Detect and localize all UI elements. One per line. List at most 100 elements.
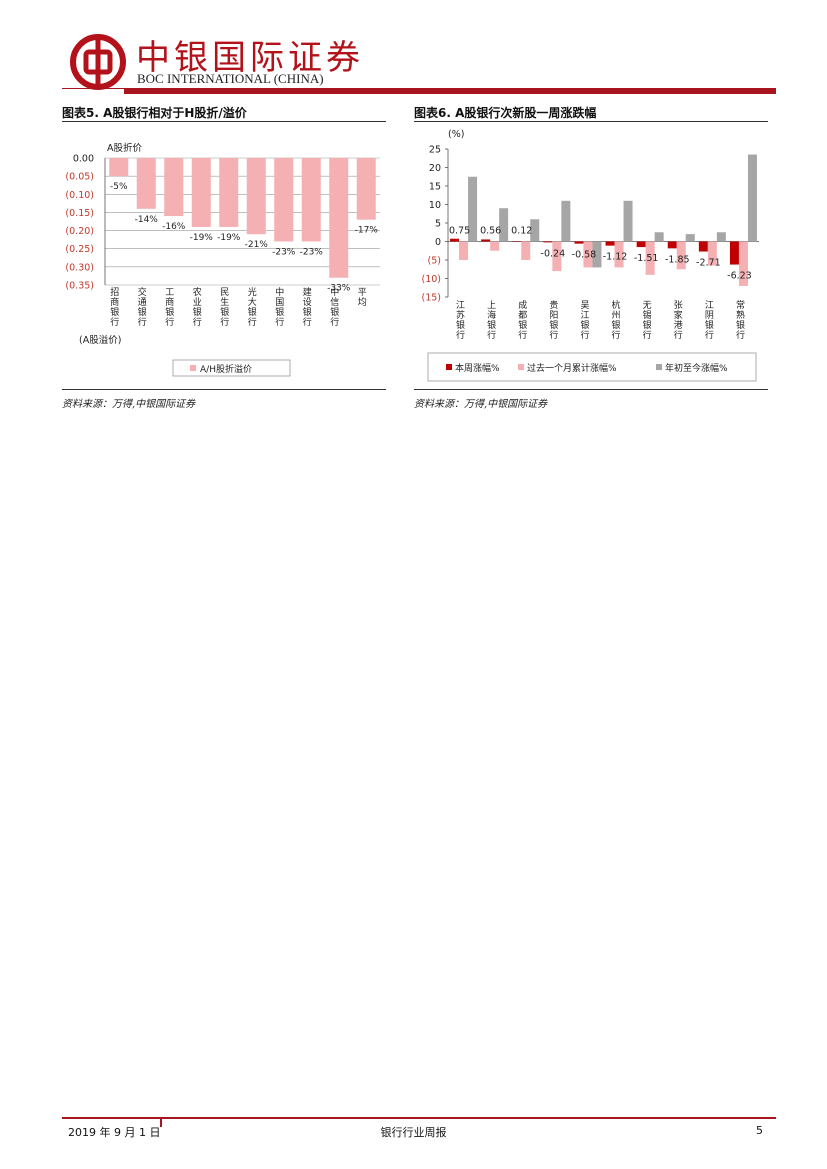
figure6-ytick-label: 25 bbox=[429, 145, 441, 156]
figure6-chart: (%) 25 20 15 10 5 0 (5) (10) (15) 0.75 江苏银行 0.56 上海银… bbox=[421, 129, 759, 382]
figure5-legend bbox=[172, 359, 291, 377]
figure6-bar bbox=[636, 241, 646, 248]
figure6-bar bbox=[654, 232, 664, 242]
figure6-bar bbox=[729, 241, 739, 265]
footer-page-number: 5 bbox=[756, 1124, 763, 1137]
figure5-data-label: -14% bbox=[135, 215, 159, 225]
figure6-category-label: 杭州银行 bbox=[612, 299, 621, 341]
figure6-category-label: 无锡银行 bbox=[643, 300, 652, 341]
figure5-bar bbox=[164, 158, 184, 217]
figure6-ytick-label: (5) bbox=[428, 256, 441, 267]
figure5-category-label: 农业银行 bbox=[193, 286, 202, 328]
figure6-bar bbox=[667, 241, 677, 249]
figure5-category-label: 民生银行 bbox=[220, 287, 229, 328]
figure6-category-label: 贵阳银行 bbox=[549, 299, 558, 341]
figure5-data-label: -5% bbox=[110, 182, 128, 192]
figure6-bar bbox=[676, 241, 686, 270]
figure6-category-label: 张家港行 bbox=[674, 300, 683, 341]
figure6-data-label: -0.58 bbox=[572, 250, 597, 261]
figure6-y-unit: (%) bbox=[448, 129, 464, 140]
figure5-panel: A股折价 (A股溢价) A/H股折溢价 0.00 (0.05) (0.10) (0.1… bbox=[62, 121, 386, 390]
figure5-bar bbox=[329, 158, 349, 278]
figure5-category-label: 招商银行 bbox=[110, 286, 119, 328]
figure5-category-label: 交通银行 bbox=[138, 286, 147, 328]
figure5-bar bbox=[246, 158, 266, 235]
footer-report-name: 银行行业周报 bbox=[380, 1126, 447, 1139]
figure6-bar bbox=[707, 241, 717, 266]
figure6-data-label: -1.51 bbox=[634, 253, 659, 264]
figure5-ytick-label: (0.25) bbox=[65, 244, 94, 255]
figure6-legend-label: 本周涨幅% bbox=[455, 362, 500, 374]
figure5-ytick-label: 0.00 bbox=[73, 154, 94, 165]
figure5-bar bbox=[136, 158, 156, 209]
figure6-legend-label: 年初至今涨幅% bbox=[665, 362, 728, 374]
figure5-bar bbox=[219, 158, 239, 227]
figure5-y-caption-bottom: (A股溢价) bbox=[79, 334, 121, 346]
figure5-ytick-label: (0.20) bbox=[65, 226, 94, 237]
footer-date: 2019 年 9 月 1 日 bbox=[68, 1126, 161, 1139]
figure6-bar bbox=[459, 241, 469, 260]
figure6-title: 图表6. A股银行次新股一周涨跌幅 bbox=[414, 106, 597, 120]
figure5-data-label: -33% bbox=[327, 284, 351, 294]
figure6-bar bbox=[521, 241, 531, 260]
boc-logo-icon bbox=[70, 34, 126, 90]
figure6-ytick-label: 20 bbox=[429, 163, 441, 174]
figure6-category-label: 常熟银行 bbox=[736, 299, 745, 341]
figure5-bar bbox=[274, 158, 294, 242]
figure5-category-label: 工商银行 bbox=[165, 288, 174, 328]
figure5-data-label: -21% bbox=[245, 240, 269, 250]
figure6-ytick-label: (15) bbox=[421, 293, 441, 304]
brand-name-cn: 中银国际证券 bbox=[136, 38, 364, 78]
figure6-bar bbox=[738, 241, 748, 286]
header-divider bbox=[124, 88, 776, 94]
figure5-bar bbox=[356, 158, 376, 220]
figure5-category-label: 光大银行 bbox=[248, 286, 257, 328]
figure5-category-label: 中信银行 bbox=[330, 286, 339, 328]
figure6-bar bbox=[481, 239, 491, 242]
figure6-bar bbox=[499, 208, 509, 242]
figure6-bar bbox=[614, 241, 624, 268]
figure5-category-label: 中国银行 bbox=[275, 286, 284, 328]
figure6-data-label: -1.12 bbox=[603, 252, 628, 263]
figure6-bar bbox=[716, 232, 726, 242]
footer-divider bbox=[62, 1117, 776, 1119]
figure6-data-label: -1.85 bbox=[665, 254, 690, 265]
figure6-bar bbox=[645, 241, 655, 275]
figure6-legend-swatch bbox=[656, 364, 662, 370]
figure6-data-label: -0.24 bbox=[541, 248, 566, 259]
figure6-bar bbox=[530, 219, 540, 242]
figure6-category-label: 江苏银行 bbox=[456, 300, 465, 341]
figure5-data-label: -19% bbox=[190, 233, 214, 243]
figure6-bar bbox=[623, 200, 633, 242]
figure6-bar bbox=[450, 238, 460, 242]
figure6-ytick-label: (10) bbox=[421, 274, 441, 285]
figure6-data-label: 0.56 bbox=[480, 226, 501, 237]
figure5-ytick-label: (0.30) bbox=[65, 262, 94, 273]
figure6-panel: (%) 25 20 15 10 5 0 (5) (10) (15) 0.75 江苏银行 0.56 上海银… bbox=[414, 121, 768, 390]
figure6-bar bbox=[543, 241, 553, 243]
figure6-bar bbox=[490, 241, 500, 251]
figure6-bar bbox=[552, 241, 562, 272]
figure5-bar bbox=[191, 158, 211, 227]
figure6-data-label: 0.75 bbox=[449, 226, 470, 237]
figure5-data-label: -23% bbox=[272, 247, 296, 257]
figure6-data-label: 0.12 bbox=[511, 226, 532, 237]
figure6-bar bbox=[592, 241, 602, 268]
figure5-category-label: 建设银行 bbox=[303, 286, 312, 328]
figure5-data-label: -19% bbox=[217, 233, 241, 243]
figure5-data-label: -17% bbox=[355, 226, 379, 236]
figure6-bar bbox=[747, 154, 757, 242]
footer-divider-tick bbox=[160, 1117, 162, 1127]
figure5-data-label: -16% bbox=[162, 222, 186, 232]
figure6-bar bbox=[605, 241, 615, 246]
figure6-legend-label: 过去一个月累计涨幅% bbox=[527, 362, 617, 374]
figure5-ytick-label: (0.35) bbox=[65, 281, 94, 292]
figure6-bar bbox=[583, 241, 593, 268]
figure6-ytick-label: 5 bbox=[435, 219, 441, 230]
figure6-bar bbox=[685, 234, 695, 242]
figure6-data-label: -2.71 bbox=[696, 258, 721, 269]
figure5-chart: A股折价 (A股溢价) A/H股折溢价 0.00 (0.05) (0.10) (0.1… bbox=[65, 142, 380, 377]
figure5-ytick-label: (0.10) bbox=[65, 190, 94, 201]
figure6-legend bbox=[427, 352, 757, 382]
figure5-bar bbox=[109, 158, 129, 177]
